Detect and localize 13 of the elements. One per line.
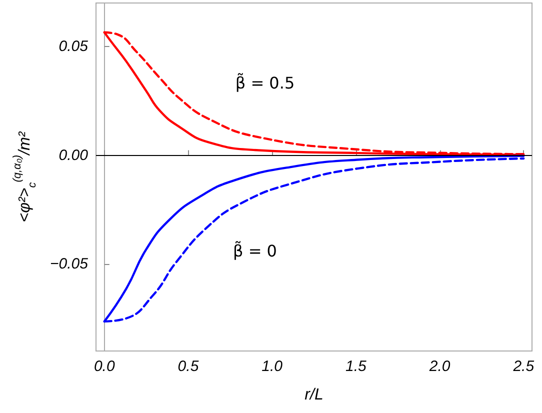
x-tick-label: 2.5 (512, 358, 535, 375)
y-axis-title: <φ²>c(q,α₀)/m² (12, 131, 38, 222)
y-tick-label: −0.05 (50, 256, 89, 272)
x-tick-label: 2.0 (428, 358, 451, 375)
x-tick-label: 0.5 (178, 358, 200, 375)
y-tick-label: 0.05 (58, 38, 89, 55)
annotation: β̃ = 0 (233, 240, 277, 260)
x-tick-label: 1.0 (262, 358, 284, 375)
y-tick-label: 0.00 (58, 146, 89, 164)
x-tick-label: 0.0 (94, 358, 116, 375)
x-tick-label: 1.5 (345, 358, 368, 375)
annotation: β̃ = 0.5 (235, 72, 295, 92)
x-axis-title: r/L (304, 386, 324, 404)
